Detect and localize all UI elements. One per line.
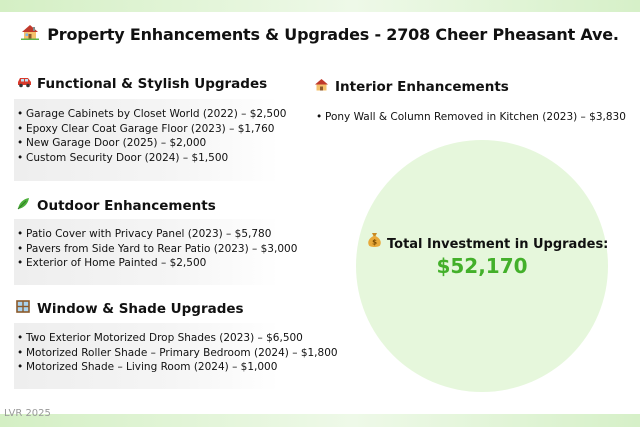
list-item: • Garage Cabinets by Closet World (2022) … [17, 108, 287, 120]
page-title-text: Property Enhancements & Upgrades - 2708 … [47, 25, 619, 44]
list-item: • Custom Security Door (2024) – $1,500 [17, 151, 229, 164]
top-decorative-band [0, 0, 640, 12]
list-item: • Patio Cover with Privacy Panel (2023) –… [17, 228, 272, 240]
interior-enhancements-list: • Pony Wall & Column Removed in Kitchen (… [316, 110, 626, 125]
section-heading-text: Outdoor Enhancements [37, 198, 216, 214]
section-heading-outdoor: Outdoor Enhancements [16, 197, 216, 214]
list-item: • Pavers from Side Yard to Rear Patio (20… [17, 242, 298, 255]
total-investment-label: $ Total Investment in Upgrades: [366, 231, 608, 252]
window-shade-upgrades-panel: • Two Exterior Motorized Drop Shades (202… [14, 323, 338, 389]
outdoor-enhancements-list: • Patio Cover with Privacy Panel (2023) –… [17, 227, 298, 271]
section-heading-text: Interior Enhancements [335, 79, 509, 95]
list-item: • Pony Wall & Column Removed in Kitchen (… [316, 111, 626, 123]
herb-leaf-icon [16, 197, 34, 213]
svg-text:$: $ [372, 239, 377, 247]
list-item: • Motorized Shade – Living Room (2024) – … [17, 361, 278, 373]
list-item: • Two Exterior Motorized Drop Shades (202… [17, 332, 303, 344]
section-heading-interior: Interior Enhancements [314, 78, 509, 95]
section-heading-window: Window & Shade Upgrades [16, 300, 244, 317]
total-investment-label-text: Total Investment in Upgrades: [387, 237, 609, 252]
window-icon [16, 300, 34, 316]
page-title: Property Enhancements & Upgrades - 2708 … [0, 24, 640, 44]
watermark: LVR 2025 [4, 408, 51, 419]
total-investment-value: $52,170 [436, 254, 528, 278]
window-shade-upgrades-list: • Two Exterior Motorized Drop Shades (202… [17, 331, 338, 375]
money-bag-icon: $ [366, 231, 383, 252]
outdoor-enhancements-panel: • Patio Cover with Privacy Panel (2023) –… [14, 219, 298, 285]
total-investment-circle [356, 140, 608, 392]
list-item: • Motorized Roller Shade – Primary Bedroo… [17, 346, 338, 359]
bottom-decorative-band [0, 414, 640, 427]
functional-upgrades-panel: • Garage Cabinets by Closet World (2022) … [14, 99, 287, 181]
functional-upgrades-list: • Garage Cabinets by Closet World (2022) … [17, 107, 287, 165]
house-icon [314, 78, 332, 94]
car-icon [16, 76, 34, 91]
list-item: • New Garage Door (2025) – $2,000 [17, 137, 207, 149]
section-heading-functional: Functional & Stylish Upgrades [16, 76, 267, 92]
list-item: • Epoxy Clear Coat Garage Floor (2023) – … [17, 122, 275, 135]
section-heading-text: Window & Shade Upgrades [37, 301, 244, 317]
section-heading-text: Functional & Stylish Upgrades [37, 76, 268, 92]
house-icon [21, 24, 40, 44]
list-item: • Exterior of Home Painted – $2,500 [17, 257, 207, 269]
